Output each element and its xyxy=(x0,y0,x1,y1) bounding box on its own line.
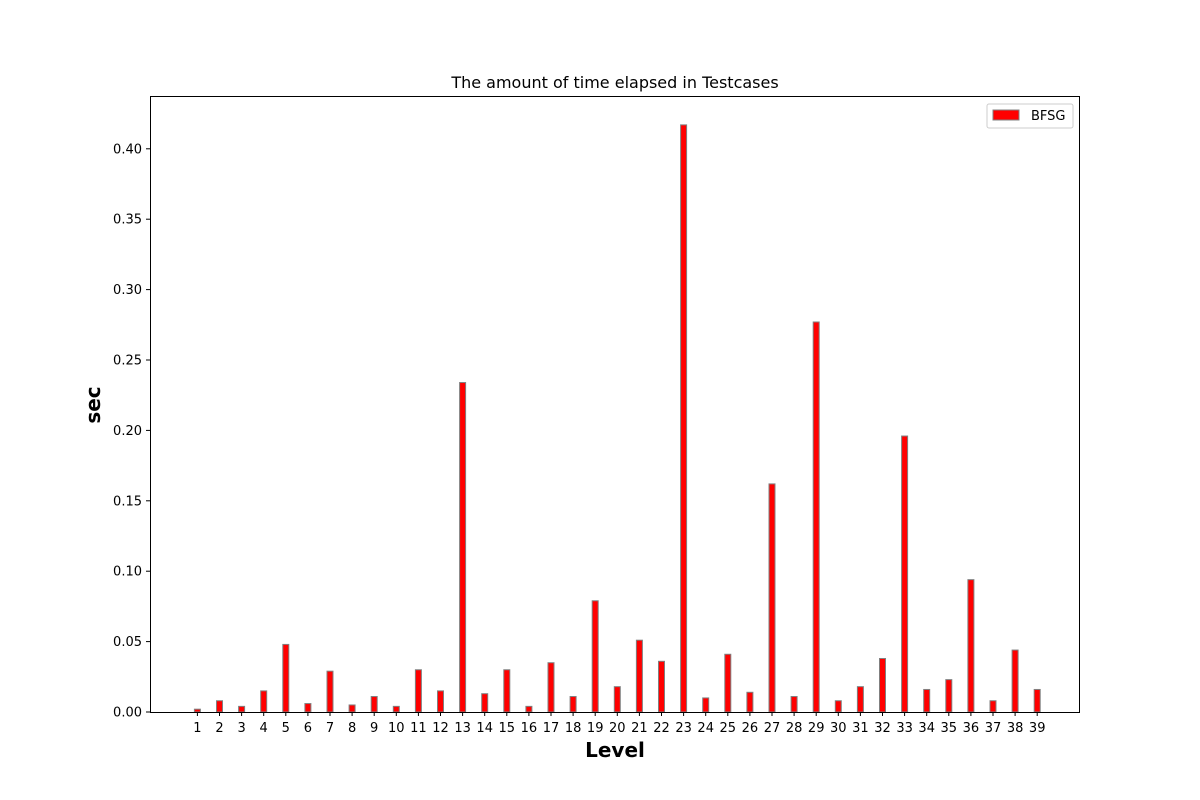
bar-level-9 xyxy=(370,696,378,713)
bar-level-15 xyxy=(503,669,511,713)
bar-level-17 xyxy=(547,662,555,713)
bar-level-8 xyxy=(348,704,356,713)
bar-level-38 xyxy=(1011,649,1019,713)
x-tick-label: 2 xyxy=(215,721,223,736)
chart-title: The amount of time elapsed in Testcases xyxy=(450,73,778,92)
x-tick-label: 6 xyxy=(304,721,312,736)
bar-level-6 xyxy=(304,703,312,713)
x-tick-label: 27 xyxy=(764,721,781,736)
bar-level-23 xyxy=(680,124,688,713)
y-tick-label: 0.10 xyxy=(113,565,142,580)
x-tick-label: 12 xyxy=(432,721,449,736)
x-tick-label: 38 xyxy=(1007,721,1024,736)
x-tick-label: 34 xyxy=(918,721,935,736)
x-tick-label: 23 xyxy=(675,721,692,736)
bar-level-2 xyxy=(216,700,223,713)
bar-level-36 xyxy=(967,579,975,713)
bar-level-25 xyxy=(724,653,732,713)
x-tick-label: 5 xyxy=(282,721,290,736)
bar-level-19 xyxy=(591,600,599,713)
x-tick-label: 37 xyxy=(985,721,1002,736)
x-tick-label: 13 xyxy=(454,721,471,736)
y-tick-label: 0.05 xyxy=(113,635,142,650)
x-tick-label: 24 xyxy=(697,721,714,736)
x-tick-label: 17 xyxy=(543,721,560,736)
x-tick-label: 11 xyxy=(410,721,427,736)
x-axis: 1 2 3 4 5 6 7 8 9 10 11 12 13 14 15 16 17 18 19 20 21 22 23 24 2… xyxy=(193,712,1045,736)
bar-level-22 xyxy=(658,660,665,713)
bar-level-29 xyxy=(812,321,820,713)
x-tick-label: 30 xyxy=(830,721,847,736)
bar-level-28 xyxy=(790,696,798,713)
x-tick-label: 20 xyxy=(609,721,626,736)
x-tick-label: 21 xyxy=(631,721,648,736)
x-tick-label: 29 xyxy=(808,721,825,736)
x-tick-label: 8 xyxy=(348,721,356,736)
x-tick-label: 32 xyxy=(874,721,891,736)
x-tick-label: 3 xyxy=(237,721,245,736)
bar-level-14 xyxy=(481,693,489,713)
bar-level-12 xyxy=(437,690,444,713)
bar-level-24 xyxy=(702,697,710,713)
bar-level-5 xyxy=(282,643,290,713)
bar-level-30 xyxy=(834,700,842,713)
y-tick-label: 0.30 xyxy=(113,283,142,298)
x-tick-label: 18 xyxy=(565,721,582,736)
bar-level-10 xyxy=(392,705,400,713)
bar-level-33 xyxy=(901,435,909,713)
plot-area-frame xyxy=(150,96,1080,713)
y-axis-label: sec xyxy=(81,386,105,423)
bar-level-27 xyxy=(768,483,776,713)
bar-level-7 xyxy=(326,670,334,713)
bar-level-4 xyxy=(260,690,268,713)
x-tick-label: 4 xyxy=(260,721,268,736)
x-tick-label: 7 xyxy=(326,721,334,736)
y-tick-label: 0.25 xyxy=(113,354,142,369)
legend: BFSG xyxy=(986,103,1074,129)
x-tick-label: 9 xyxy=(370,721,378,736)
x-tick-label: 22 xyxy=(653,721,670,736)
bar-level-39 xyxy=(1033,688,1041,713)
y-axis: 0.00 0.05 0.10 0.15 0.20 0.25 0.30 0.35 0.40 xyxy=(113,142,150,721)
x-tick-label: 10 xyxy=(388,721,405,736)
x-tick-label: 26 xyxy=(742,721,759,736)
bar-level-16 xyxy=(525,705,533,713)
y-tick-label: 0.15 xyxy=(113,494,142,509)
bar-level-3 xyxy=(238,705,246,713)
bar-level-18 xyxy=(569,696,577,713)
bar-level-31 xyxy=(856,686,864,713)
bar-level-21 xyxy=(635,639,643,713)
y-tick-label: 0.40 xyxy=(113,142,142,157)
y-tick-label: 0.35 xyxy=(113,213,142,228)
bar-level-13 xyxy=(459,382,467,713)
bar-level-20 xyxy=(613,686,621,713)
x-tick-label: 15 xyxy=(499,721,516,736)
x-tick-label: 16 xyxy=(521,721,538,736)
x-tick-label: 39 xyxy=(1029,721,1046,736)
x-tick-label: 25 xyxy=(720,721,737,736)
bar-level-34 xyxy=(923,688,931,713)
x-tick-label: 14 xyxy=(476,721,493,736)
x-axis-label: Level xyxy=(585,738,645,762)
x-tick-label: 1 xyxy=(193,721,201,736)
bar-level-32 xyxy=(879,658,886,713)
x-tick-label: 33 xyxy=(896,721,913,736)
legend-label-bfsg: BFSG xyxy=(1031,109,1066,124)
y-tick-label: 0.20 xyxy=(113,424,142,439)
y-tick-label: 0.00 xyxy=(113,706,142,721)
bar-level-1 xyxy=(193,708,201,713)
bar-level-35 xyxy=(945,679,953,713)
bar-level-26 xyxy=(746,691,754,713)
x-tick-label: 35 xyxy=(941,721,958,736)
x-tick-label: 36 xyxy=(963,721,980,736)
x-tick-label: 19 xyxy=(587,721,604,736)
x-tick-label: 28 xyxy=(786,721,803,736)
bar-level-11 xyxy=(414,669,422,713)
legend-swatch-bfsg xyxy=(992,109,1020,121)
x-tick-label: 31 xyxy=(852,721,869,736)
bar-level-37 xyxy=(989,700,997,713)
